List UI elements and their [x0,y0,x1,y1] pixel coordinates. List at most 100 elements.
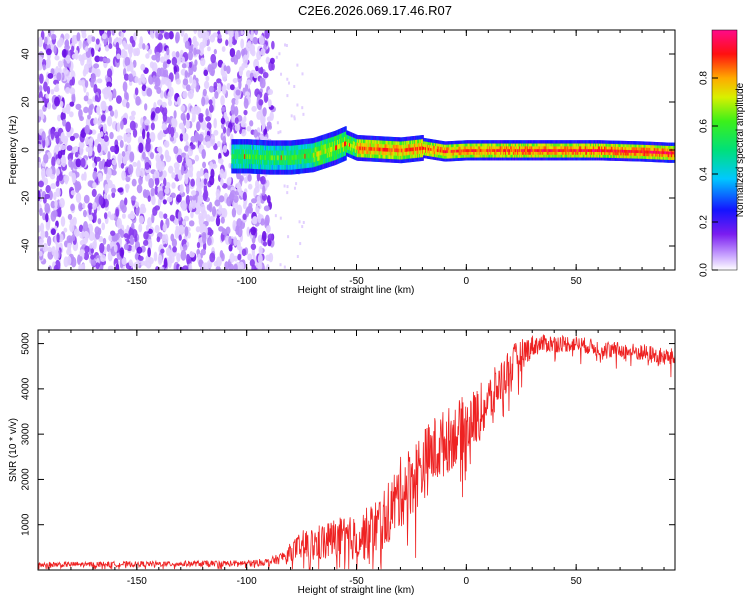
signal-cell [385,150,388,156]
signal-cell [519,148,522,152]
signal-cell [383,154,386,159]
signal-cell [497,151,499,155]
noise-speckle [38,36,43,48]
signal-cell [494,145,497,150]
signal-cell [539,154,542,158]
signal-cell [239,158,242,164]
signal-cell [569,143,572,147]
signal-cell [571,140,574,144]
noise-speckle [58,173,64,182]
signal-cell [650,155,653,160]
signal-cell [321,149,324,155]
signal-cell [253,153,255,160]
signal-cell [337,129,339,136]
signal-cell [310,167,313,173]
signal-cell [559,143,562,147]
signal-cell [551,143,554,147]
signal-cell [327,133,329,139]
signal-cell [275,150,278,156]
noise-speckle [145,141,151,153]
signal-cell [616,140,619,145]
signal-cell [278,169,281,175]
signal-cell [427,149,429,154]
noise-speckle [128,80,133,86]
signal-cell [462,148,465,153]
signal-cell [408,143,411,148]
signal-cell [305,138,308,145]
signal-cell [483,148,486,152]
signal-cell [590,143,592,147]
noise-speckle [293,115,296,119]
signal-cell [382,147,385,152]
signal-cell [510,151,512,155]
signal-cell [626,149,629,153]
signal-cell [313,152,316,158]
noise-speckle [114,109,119,119]
signal-cell [610,151,613,156]
noise-speckle [180,249,187,261]
noise-speckle [119,228,123,235]
signal-cell [484,157,487,161]
signal-cell [655,147,658,152]
signal-cell [468,151,471,155]
signal-cell [612,157,615,161]
signal-cell [447,146,450,151]
signal-cell [470,145,473,150]
noise-speckle [164,188,170,195]
signal-cell [463,145,466,150]
signal-cell [343,136,346,142]
signal-cell [304,158,307,164]
signal-cell [441,140,444,145]
signal-cell [572,157,575,161]
noise-speckle [124,183,130,190]
noise-speckle [224,261,229,270]
noise-speckle [200,248,206,256]
signal-cell [575,145,578,150]
signal-cell [272,145,275,151]
signal-cell [310,157,313,163]
signal-cell [632,149,635,153]
signal-cell [270,159,273,165]
signal-cell [475,157,478,161]
signal-cell [405,154,408,160]
signal-cell [388,154,391,159]
signal-cell [501,154,503,158]
noise-speckle [172,246,177,253]
noise-speckle [103,135,109,143]
signal-cell [512,140,514,144]
signal-cell [484,145,487,150]
signal-cell [570,143,573,147]
signal-cell [532,140,535,144]
signal-cell [402,151,405,156]
signal-cell [507,140,509,144]
signal-cell [372,146,375,151]
signal-cell [588,143,590,147]
signal-cell [531,148,534,152]
noise-speckle [157,254,163,266]
signal-cell [660,147,663,152]
signal-cell [571,145,574,150]
signal-cell [381,147,384,152]
signal-cell [487,154,490,158]
signal-cell [442,157,445,162]
noise-speckle [279,130,282,134]
signal-cell [348,142,351,147]
signal-cell [509,140,511,144]
noise-speckle [65,121,71,133]
signal-cell [628,155,631,159]
signal-cell [428,144,431,148]
noise-speckle [144,103,148,111]
noise-speckle [219,168,225,179]
signal-cell [553,143,556,147]
signal-cell [497,143,499,147]
signal-cell [489,154,492,158]
signal-cell [451,149,454,153]
signal-cell [334,150,336,156]
signal-cell [265,149,268,156]
signal-cell [299,149,302,155]
signal-cell [374,139,377,144]
signal-cell [518,143,521,147]
signal-cell [513,157,515,161]
signal-cell [435,148,438,152]
signal-cell [440,140,443,145]
